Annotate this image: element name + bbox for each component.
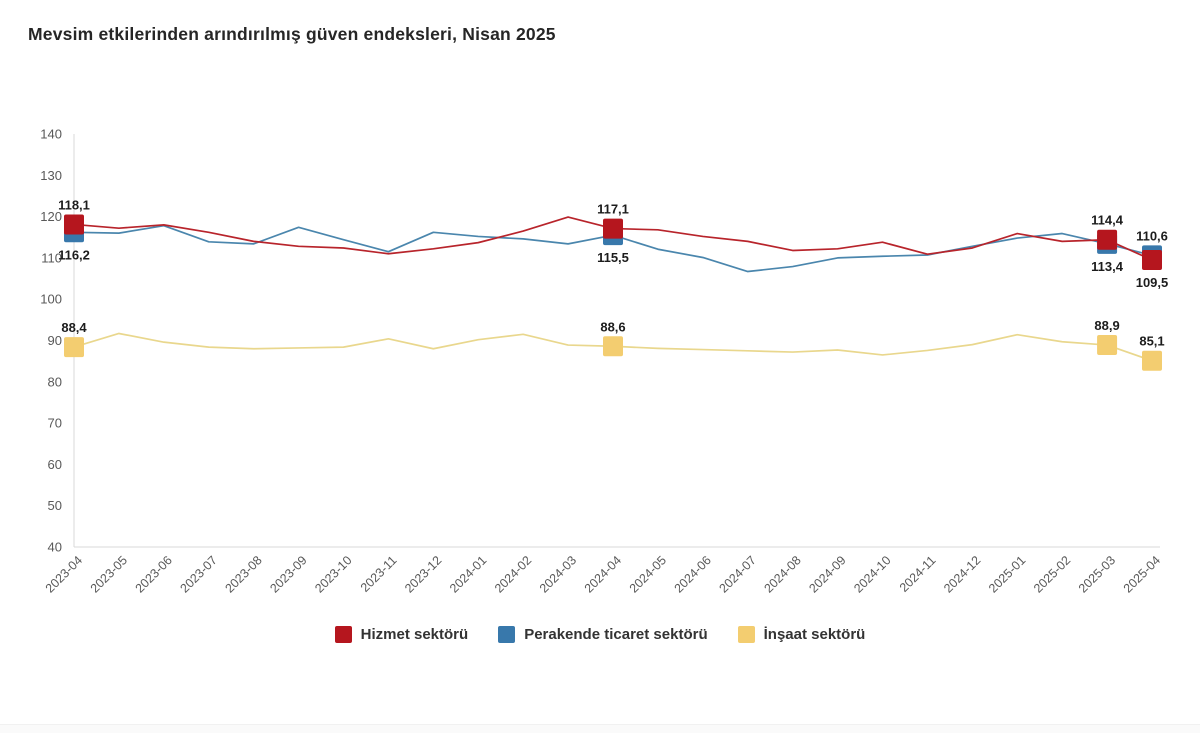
y-axis-label: 120 (40, 209, 62, 224)
x-axis-label: 2023-11 (358, 553, 400, 595)
data-label: 85,1 (1139, 334, 1164, 349)
legend-item-hizmet-sektörü[interactable]: Hizmet sektörü (334, 626, 469, 643)
x-axis-label: 2025-03 (1076, 553, 1118, 595)
legend-label: Hizmet sektörü (360, 626, 469, 643)
y-axis-label: 80 (48, 374, 62, 389)
x-axis-label: 2024-12 (941, 553, 983, 595)
x-axis-label: 2023-05 (88, 553, 130, 595)
data-label: 110,6 (1136, 228, 1168, 243)
x-axis-label: 2025-01 (986, 553, 1028, 595)
x-axis-label: 2024-11 (897, 553, 939, 595)
y-axis-label: 140 (40, 127, 62, 142)
marker-hizmet-sektörü (64, 214, 84, 235)
data-label: 117,1 (597, 202, 629, 217)
bottom-strip (0, 724, 1200, 733)
legend-item-i̇nşaat-sektörü[interactable]: İnşaat sektörü (737, 626, 866, 643)
marker-hizmet-sektörü (1097, 229, 1118, 250)
marker-hizmet-sektörü (603, 218, 623, 239)
marker-i̇nşaat-sektörü (64, 337, 84, 358)
legend-label: Perakende ticaret sektörü (524, 626, 708, 643)
y-axis-label: 90 (48, 333, 62, 348)
data-label: 113,4 (1091, 259, 1124, 274)
x-axis-label: 2024-04 (582, 553, 624, 595)
legend-swatch-icon (334, 626, 352, 643)
x-axis-label: 2023-04 (43, 553, 85, 595)
y-axis-label: 60 (48, 457, 62, 472)
data-label: 88,4 (61, 320, 87, 335)
x-axis-label: 2023-07 (178, 553, 220, 595)
y-axis-label: 110 (41, 250, 62, 265)
chart-title: Mevsim etkilerinden arındırılmış güven e… (28, 24, 556, 44)
legend-swatch-icon (498, 626, 516, 643)
x-axis-label: 2023-08 (222, 553, 264, 595)
x-axis-label: 2025-04 (1121, 553, 1163, 595)
data-label: 114,4 (1091, 213, 1124, 228)
x-axis-label: 2023-06 (133, 553, 175, 595)
y-axis-label: 40 (48, 540, 62, 555)
data-label: 88,9 (1094, 318, 1119, 333)
y-axis-label: 130 (40, 168, 62, 183)
data-label: 88,6 (600, 319, 625, 334)
x-axis-label: 2024-08 (761, 553, 803, 595)
data-label: 116,2 (58, 247, 90, 262)
y-axis-label: 100 (40, 292, 62, 307)
y-axis-label: 50 (48, 498, 62, 513)
data-label: 115,5 (597, 250, 629, 265)
x-axis-label: 2024-03 (537, 553, 579, 595)
legend-swatch-icon (737, 626, 755, 643)
legend-label: İnşaat sektörü (763, 626, 866, 643)
x-axis-label: 2024-05 (627, 553, 669, 595)
data-label: 118,1 (58, 197, 90, 212)
data-label: 109,5 (1136, 275, 1169, 290)
x-axis-label: 2024-01 (447, 553, 489, 595)
x-axis-label: 2024-07 (717, 553, 759, 595)
x-axis-label: 2025-02 (1031, 553, 1073, 595)
x-axis-label: 2024-02 (492, 553, 534, 595)
x-axis-label: 2023-10 (312, 553, 354, 595)
marker-i̇nşaat-sektörü (1142, 350, 1162, 371)
x-axis-label: 2024-06 (672, 553, 714, 595)
x-axis-label: 2024-09 (806, 553, 848, 595)
legend-item-perakende-ticaret-sektörü[interactable]: Perakende ticaret sektörü (498, 626, 708, 643)
chart-legend: Hizmet sektörü Perakende ticaret sektörü İ… (0, 626, 1200, 643)
marker-i̇nşaat-sektörü (603, 336, 623, 357)
x-axis-label: 2024-10 (851, 553, 893, 595)
marker-hizmet-sektörü (1142, 249, 1162, 270)
marker-i̇nşaat-sektörü (1097, 335, 1118, 356)
x-axis-label: 2023-12 (402, 553, 444, 595)
y-axis-label: 70 (48, 416, 62, 431)
x-axis-label: 2023-09 (267, 553, 309, 595)
